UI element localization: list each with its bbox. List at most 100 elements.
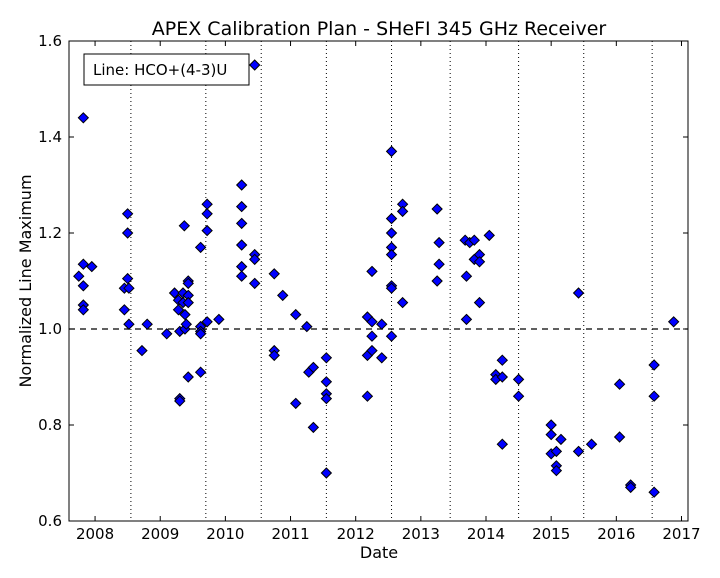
data-point [555, 433, 567, 446]
data-point [320, 392, 333, 405]
data-point [431, 203, 443, 215]
data-point [376, 318, 388, 330]
data-point [248, 253, 261, 266]
data-point [235, 217, 248, 230]
data-point [301, 320, 313, 333]
data-point [141, 318, 153, 330]
data-point [385, 248, 398, 261]
data-point [121, 272, 134, 285]
x-tick-label: 2010 [206, 525, 244, 543]
data-point [290, 397, 302, 410]
y-tick-label: 1.0 [38, 320, 62, 338]
chart-title: APEX Calibration Plan - SHeFI 345 GHz Re… [152, 18, 607, 40]
data-point [385, 330, 398, 342]
data-point [172, 304, 185, 316]
data-point [550, 445, 563, 458]
data-point [320, 352, 333, 364]
data-point [235, 239, 248, 251]
data-point [194, 366, 207, 378]
y-axis-title: Normalized Line Maximum [16, 174, 35, 387]
x-tick-label: 2014 [467, 525, 505, 543]
data-point [320, 467, 333, 479]
x-tick-label: 2013 [402, 525, 440, 543]
data-point [179, 308, 191, 321]
data-point [431, 275, 443, 287]
annotation-box: Line: HCO+(4-3)U [83, 53, 250, 86]
vertical-markers [130, 41, 653, 521]
data-point [366, 265, 378, 278]
data-point [77, 258, 90, 270]
data-point [468, 234, 480, 246]
data-point [473, 296, 486, 309]
data-point [483, 229, 495, 242]
data-point [277, 289, 289, 302]
y-axis: 0.6 0.8 1.0 1.2 1.4 1.6 [38, 32, 688, 530]
data-point [248, 59, 261, 71]
plot-area [68, 40, 689, 522]
data-point [496, 438, 509, 450]
data-point [512, 390, 525, 402]
data-point [648, 486, 660, 498]
x-axis: 2008 2009 2010 2011 2012 2013 2014 2015 2016 2017 [76, 41, 701, 543]
data-point [572, 445, 585, 458]
data-point [168, 287, 181, 299]
plot-frame [68, 40, 689, 522]
data-point [433, 258, 445, 270]
data-point [613, 378, 626, 390]
data-point [366, 316, 378, 328]
data-point [213, 313, 225, 326]
data-point [396, 296, 409, 309]
data-point [648, 390, 660, 402]
y-tick-label: 1.6 [38, 32, 62, 50]
data-point [307, 361, 320, 374]
x-tick-label: 2015 [532, 525, 570, 543]
data-point [136, 344, 148, 357]
data-point [320, 376, 333, 388]
data-point [473, 256, 486, 268]
x-tick-label: 2017 [662, 525, 700, 543]
data-point [585, 438, 598, 450]
data-point [385, 145, 398, 158]
data-point [385, 212, 398, 225]
data-point [235, 200, 248, 213]
data-point [201, 316, 213, 328]
data-point [396, 205, 409, 218]
data-point [290, 308, 302, 321]
y-tick-label: 1.4 [38, 128, 62, 146]
data-point [121, 227, 134, 239]
data-point [180, 318, 192, 330]
data-point [366, 344, 378, 357]
data-point [194, 328, 207, 340]
data-point [201, 208, 213, 220]
data-point [194, 241, 207, 254]
data-point [496, 354, 509, 366]
annotation-text: Line: HCO+(4-3)U [93, 61, 227, 79]
x-tick-label: 2016 [597, 525, 635, 543]
y-tick-label: 0.6 [38, 512, 62, 530]
data-point [268, 349, 280, 362]
data-point [118, 304, 131, 316]
data-point [460, 270, 473, 282]
data-point [433, 236, 445, 249]
data-point [73, 270, 85, 282]
data-point [613, 431, 626, 443]
data-point [385, 227, 398, 239]
x-tick-label: 2008 [76, 525, 114, 543]
data-point [86, 260, 98, 273]
data-point [123, 282, 135, 294]
data-point [77, 304, 90, 316]
y-tick-label: 1.2 [38, 224, 62, 242]
data-point [178, 220, 191, 232]
data-point [361, 390, 374, 402]
data-point [648, 359, 660, 371]
data-point [201, 224, 213, 237]
data-point [376, 352, 388, 364]
data-point [182, 371, 194, 383]
data-point [550, 464, 563, 477]
data-point [174, 395, 186, 407]
x-tick-label: 2012 [337, 525, 375, 543]
y-tick-label: 0.8 [38, 416, 62, 434]
data-point [545, 428, 557, 441]
